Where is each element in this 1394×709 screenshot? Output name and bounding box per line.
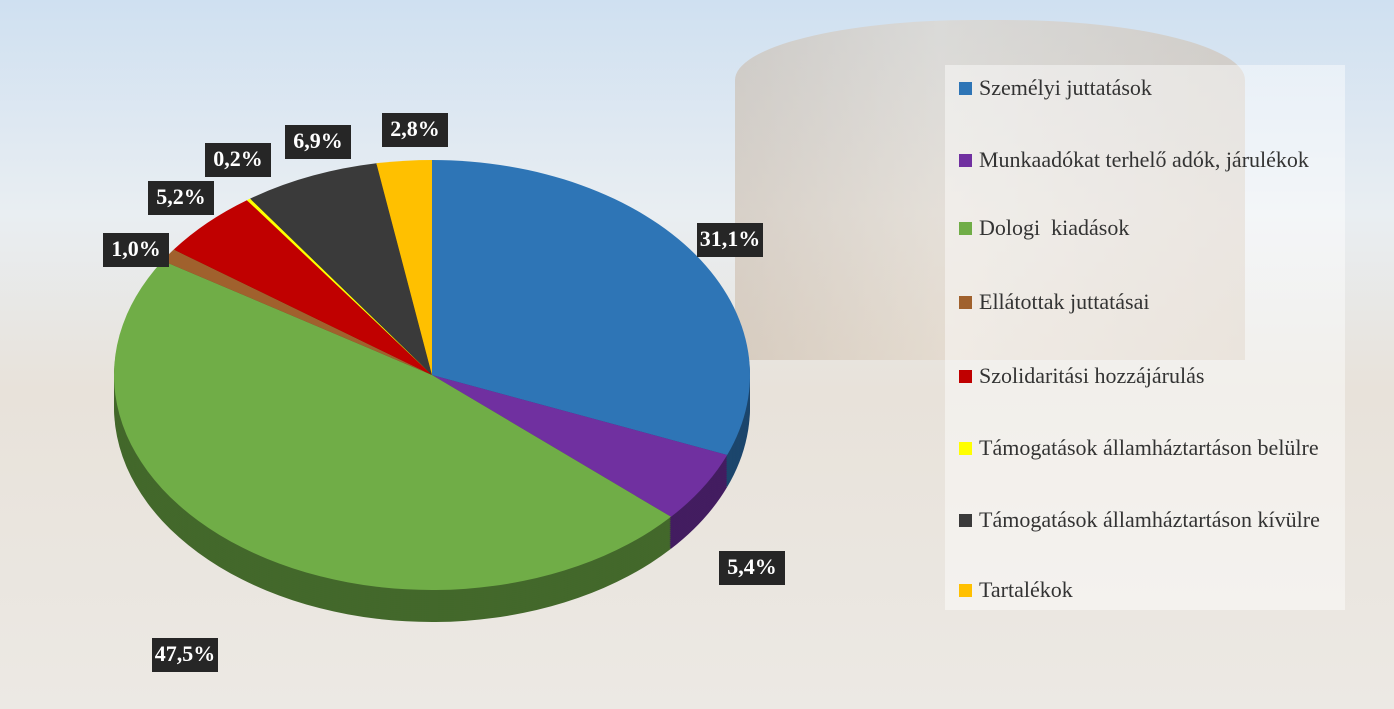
value-label: 5,2% bbox=[156, 184, 206, 209]
legend-item: Munkaadókat terhelő adók, járulékok bbox=[957, 145, 1359, 175]
legend-label: Személyi juttatások bbox=[979, 75, 1152, 100]
value-label: 31,1% bbox=[700, 226, 761, 251]
legend-item: Szolidaritási hozzájárulás bbox=[957, 361, 1359, 391]
legend-label: Szolidaritási hozzájárulás bbox=[979, 363, 1204, 388]
legend-label: Munkaadókat terhelő adók, járulékok bbox=[979, 147, 1309, 172]
legend-label: Tartalékok bbox=[979, 577, 1073, 602]
legend: Személyi juttatások Munkaadókat terhelő a… bbox=[945, 65, 1345, 610]
legend-swatch bbox=[959, 442, 972, 455]
value-label: 6,9% bbox=[293, 128, 343, 153]
value-label: 2,8% bbox=[390, 116, 440, 141]
legend-item: Ellátottak juttatásai bbox=[957, 287, 1359, 317]
legend-item: Személyi juttatások bbox=[957, 73, 1359, 103]
legend-item: Tartalékok bbox=[957, 575, 1359, 605]
legend-label: Támogatások államháztartáson belülre bbox=[979, 435, 1319, 460]
legend-label: Ellátottak juttatásai bbox=[979, 289, 1149, 314]
legend-label: Dologi kiadások bbox=[979, 215, 1129, 240]
value-label: 0,2% bbox=[213, 146, 263, 171]
legend-label: Támogatások államháztartáson kívülre bbox=[979, 507, 1320, 532]
page: 31,1% 5,4% 47,5% 1,0% 5,2% 0,2% 6,9% 2,8% Szemé… bbox=[0, 0, 1394, 709]
legend-item: Támogatások államháztartáson belülre bbox=[957, 433, 1359, 463]
legend-swatch bbox=[959, 82, 972, 95]
legend-swatch bbox=[959, 296, 972, 309]
value-label: 47,5% bbox=[155, 641, 216, 666]
legend-swatch bbox=[959, 154, 972, 167]
legend-item: Támogatások államháztartáson kívülre bbox=[957, 505, 1359, 535]
value-label: 5,4% bbox=[727, 554, 777, 579]
legend-swatch bbox=[959, 222, 972, 235]
legend-swatch bbox=[959, 584, 972, 597]
legend-swatch bbox=[959, 514, 972, 527]
legend-item: Dologi kiadások bbox=[957, 213, 1359, 243]
legend-swatch bbox=[959, 370, 972, 383]
value-label: 1,0% bbox=[111, 236, 161, 261]
